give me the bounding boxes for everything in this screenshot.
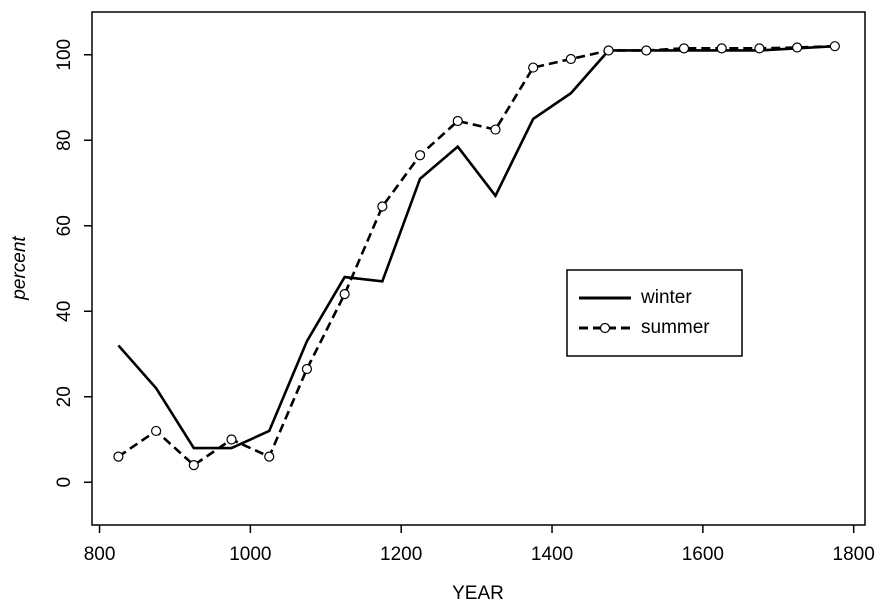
x-tick-label: 1200 — [380, 544, 422, 565]
x-tick-label: 1800 — [833, 544, 875, 565]
x-tick-label: 800 — [84, 544, 116, 565]
legend-label: winter — [640, 287, 692, 308]
x-axis-title: YEAR — [452, 583, 504, 604]
y-tick-label: 100 — [54, 39, 75, 71]
data-point — [226, 434, 237, 445]
data-point — [414, 150, 426, 161]
data-point — [754, 43, 765, 54]
data-point — [301, 363, 313, 375]
y-tick-label: 40 — [54, 301, 75, 322]
data-point — [452, 115, 463, 127]
x-tick-label: 1600 — [682, 544, 724, 565]
series-line — [117, 44, 835, 450]
legend-marker — [599, 322, 611, 334]
data-point — [377, 201, 388, 212]
y-tick-label: 0 — [54, 477, 75, 488]
data-point — [641, 45, 652, 56]
y-tick-label: 20 — [54, 386, 75, 407]
data-point — [339, 289, 350, 300]
y-tick-label: 60 — [54, 215, 75, 236]
data-point — [490, 124, 501, 135]
plot-frame — [91, 11, 866, 526]
data-point — [151, 425, 162, 437]
legend-label: summer — [641, 317, 710, 338]
data-point — [188, 460, 199, 471]
data-point — [113, 451, 124, 462]
y-axis-title: percent — [9, 236, 30, 301]
legend-box — [566, 269, 743, 357]
data-point — [264, 451, 275, 462]
data-point — [528, 62, 539, 73]
y-tick-label: 80 — [54, 130, 75, 151]
series-line — [117, 44, 835, 467]
x-tick-label: 1000 — [229, 544, 271, 565]
data-point — [829, 41, 840, 52]
data-point — [792, 42, 803, 53]
data-point — [603, 45, 614, 56]
data-point — [716, 43, 727, 54]
data-point — [565, 53, 576, 65]
data-point — [678, 43, 690, 54]
x-tick-label: 1400 — [531, 544, 573, 565]
